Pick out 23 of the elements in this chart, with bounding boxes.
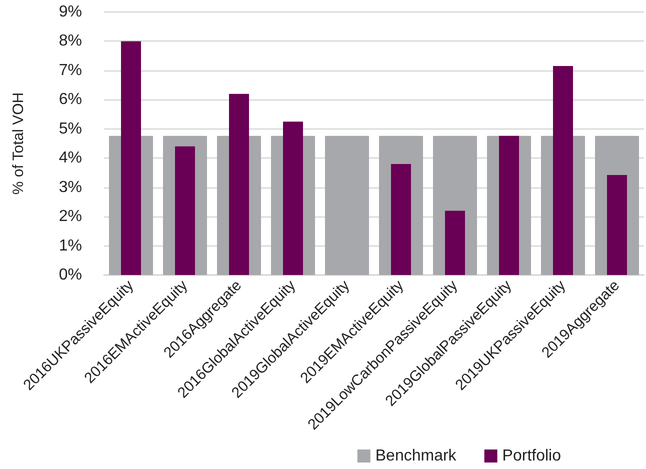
y-tick-label: 4%	[58, 150, 82, 167]
y-tick-label: 6%	[58, 91, 82, 108]
bar	[229, 94, 249, 275]
y-tick-label: 7%	[58, 62, 82, 79]
y-tick-label: 8%	[58, 32, 82, 50]
bar	[175, 146, 195, 275]
legend-label: Portfolio	[502, 448, 562, 464]
bar	[445, 210, 465, 275]
y-tick-label: 0%	[58, 266, 82, 284]
bar	[283, 122, 303, 275]
bar	[121, 41, 141, 275]
y-axis-title: % of Total VOH	[10, 92, 27, 195]
y-tick-label: 2%	[58, 208, 82, 226]
bar	[391, 164, 411, 275]
bar	[607, 175, 627, 275]
y-tick-label: 1%	[58, 237, 82, 254]
y-tick-label: 5%	[58, 120, 82, 138]
y-tick-label: 9%	[58, 4, 82, 20]
y-tick-label: 3%	[58, 178, 82, 196]
bar	[499, 136, 519, 275]
bar	[325, 136, 369, 275]
legend-label: Benchmark	[375, 448, 458, 464]
bar	[553, 66, 573, 275]
